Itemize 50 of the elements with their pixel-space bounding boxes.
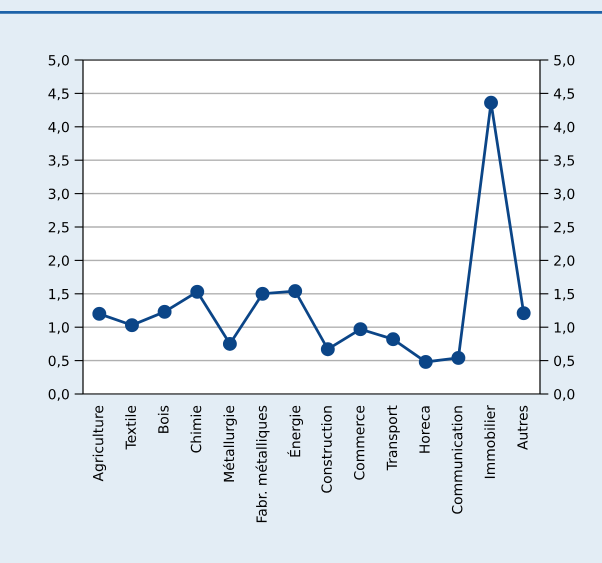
point bbox=[418, 354, 433, 369]
y-tick-label: 1,5 bbox=[49, 288, 69, 301]
y-tick-label: 2,0 bbox=[48, 255, 69, 268]
x-tick-label: Horeca bbox=[419, 406, 430, 453]
y2-tick-label: 1,5 bbox=[554, 288, 574, 301]
y-tick-label: 3,5 bbox=[48, 155, 69, 168]
point bbox=[386, 332, 400, 346]
y2-tick-label: 2,5 bbox=[554, 222, 574, 234]
y-tick-label: 0,0 bbox=[48, 388, 69, 401]
y-tick-label: 4,5 bbox=[48, 88, 69, 100]
point bbox=[354, 322, 368, 336]
point bbox=[125, 318, 139, 332]
y-tick-label: 3,0 bbox=[48, 188, 69, 200]
x-tick-label: Commerce bbox=[354, 406, 364, 480]
point bbox=[92, 306, 106, 321]
x-tick-label: Métallurgie bbox=[222, 406, 237, 482]
y-tick-label: 4,0 bbox=[48, 122, 69, 134]
y-tick-label: 5,0 bbox=[48, 54, 69, 67]
point bbox=[320, 342, 335, 356]
y2-tick-label: 4,5 bbox=[554, 88, 574, 100]
y-tick-label: 0,5 bbox=[48, 356, 69, 368]
x-tick-label: Construction bbox=[321, 406, 332, 493]
point bbox=[256, 286, 270, 301]
point bbox=[288, 284, 302, 298]
y2-tick-label: 4,0 bbox=[554, 122, 574, 134]
x-tick-label: Agriculture bbox=[92, 406, 106, 482]
x-tick-label: Textile bbox=[125, 406, 136, 450]
x-tick-label: Communication bbox=[452, 406, 462, 514]
y2-tick-label: 1,0 bbox=[554, 322, 574, 334]
y2-tick-label: 3,0 bbox=[554, 188, 574, 200]
point bbox=[158, 304, 172, 319]
x-tick-label: Bois bbox=[158, 406, 169, 433]
y2-tick-label: 2,0 bbox=[554, 255, 574, 268]
y2-tick-label: 0,0 bbox=[554, 388, 574, 401]
x-tick-label: Immobilier bbox=[484, 405, 496, 478]
y-tick-label: 1,0 bbox=[49, 322, 69, 334]
y2-tick-label: 0,5 bbox=[554, 356, 574, 368]
point bbox=[484, 96, 498, 110]
point bbox=[190, 284, 204, 299]
point bbox=[222, 336, 237, 351]
x-tick-label: Chimie bbox=[190, 406, 202, 453]
x-tick-label: Transport bbox=[386, 405, 400, 470]
x-tick-label: Énergie bbox=[287, 406, 304, 457]
y2-tick-label: 3,5 bbox=[554, 155, 574, 168]
x-tick-label: Fabr. métalliques bbox=[256, 406, 270, 522]
x-tick-label: Autres bbox=[517, 406, 528, 450]
y2-tick-label: 5,0 bbox=[554, 54, 574, 67]
point bbox=[516, 306, 531, 320]
point bbox=[451, 350, 466, 365]
y-tick-label: 2,5 bbox=[48, 222, 69, 234]
